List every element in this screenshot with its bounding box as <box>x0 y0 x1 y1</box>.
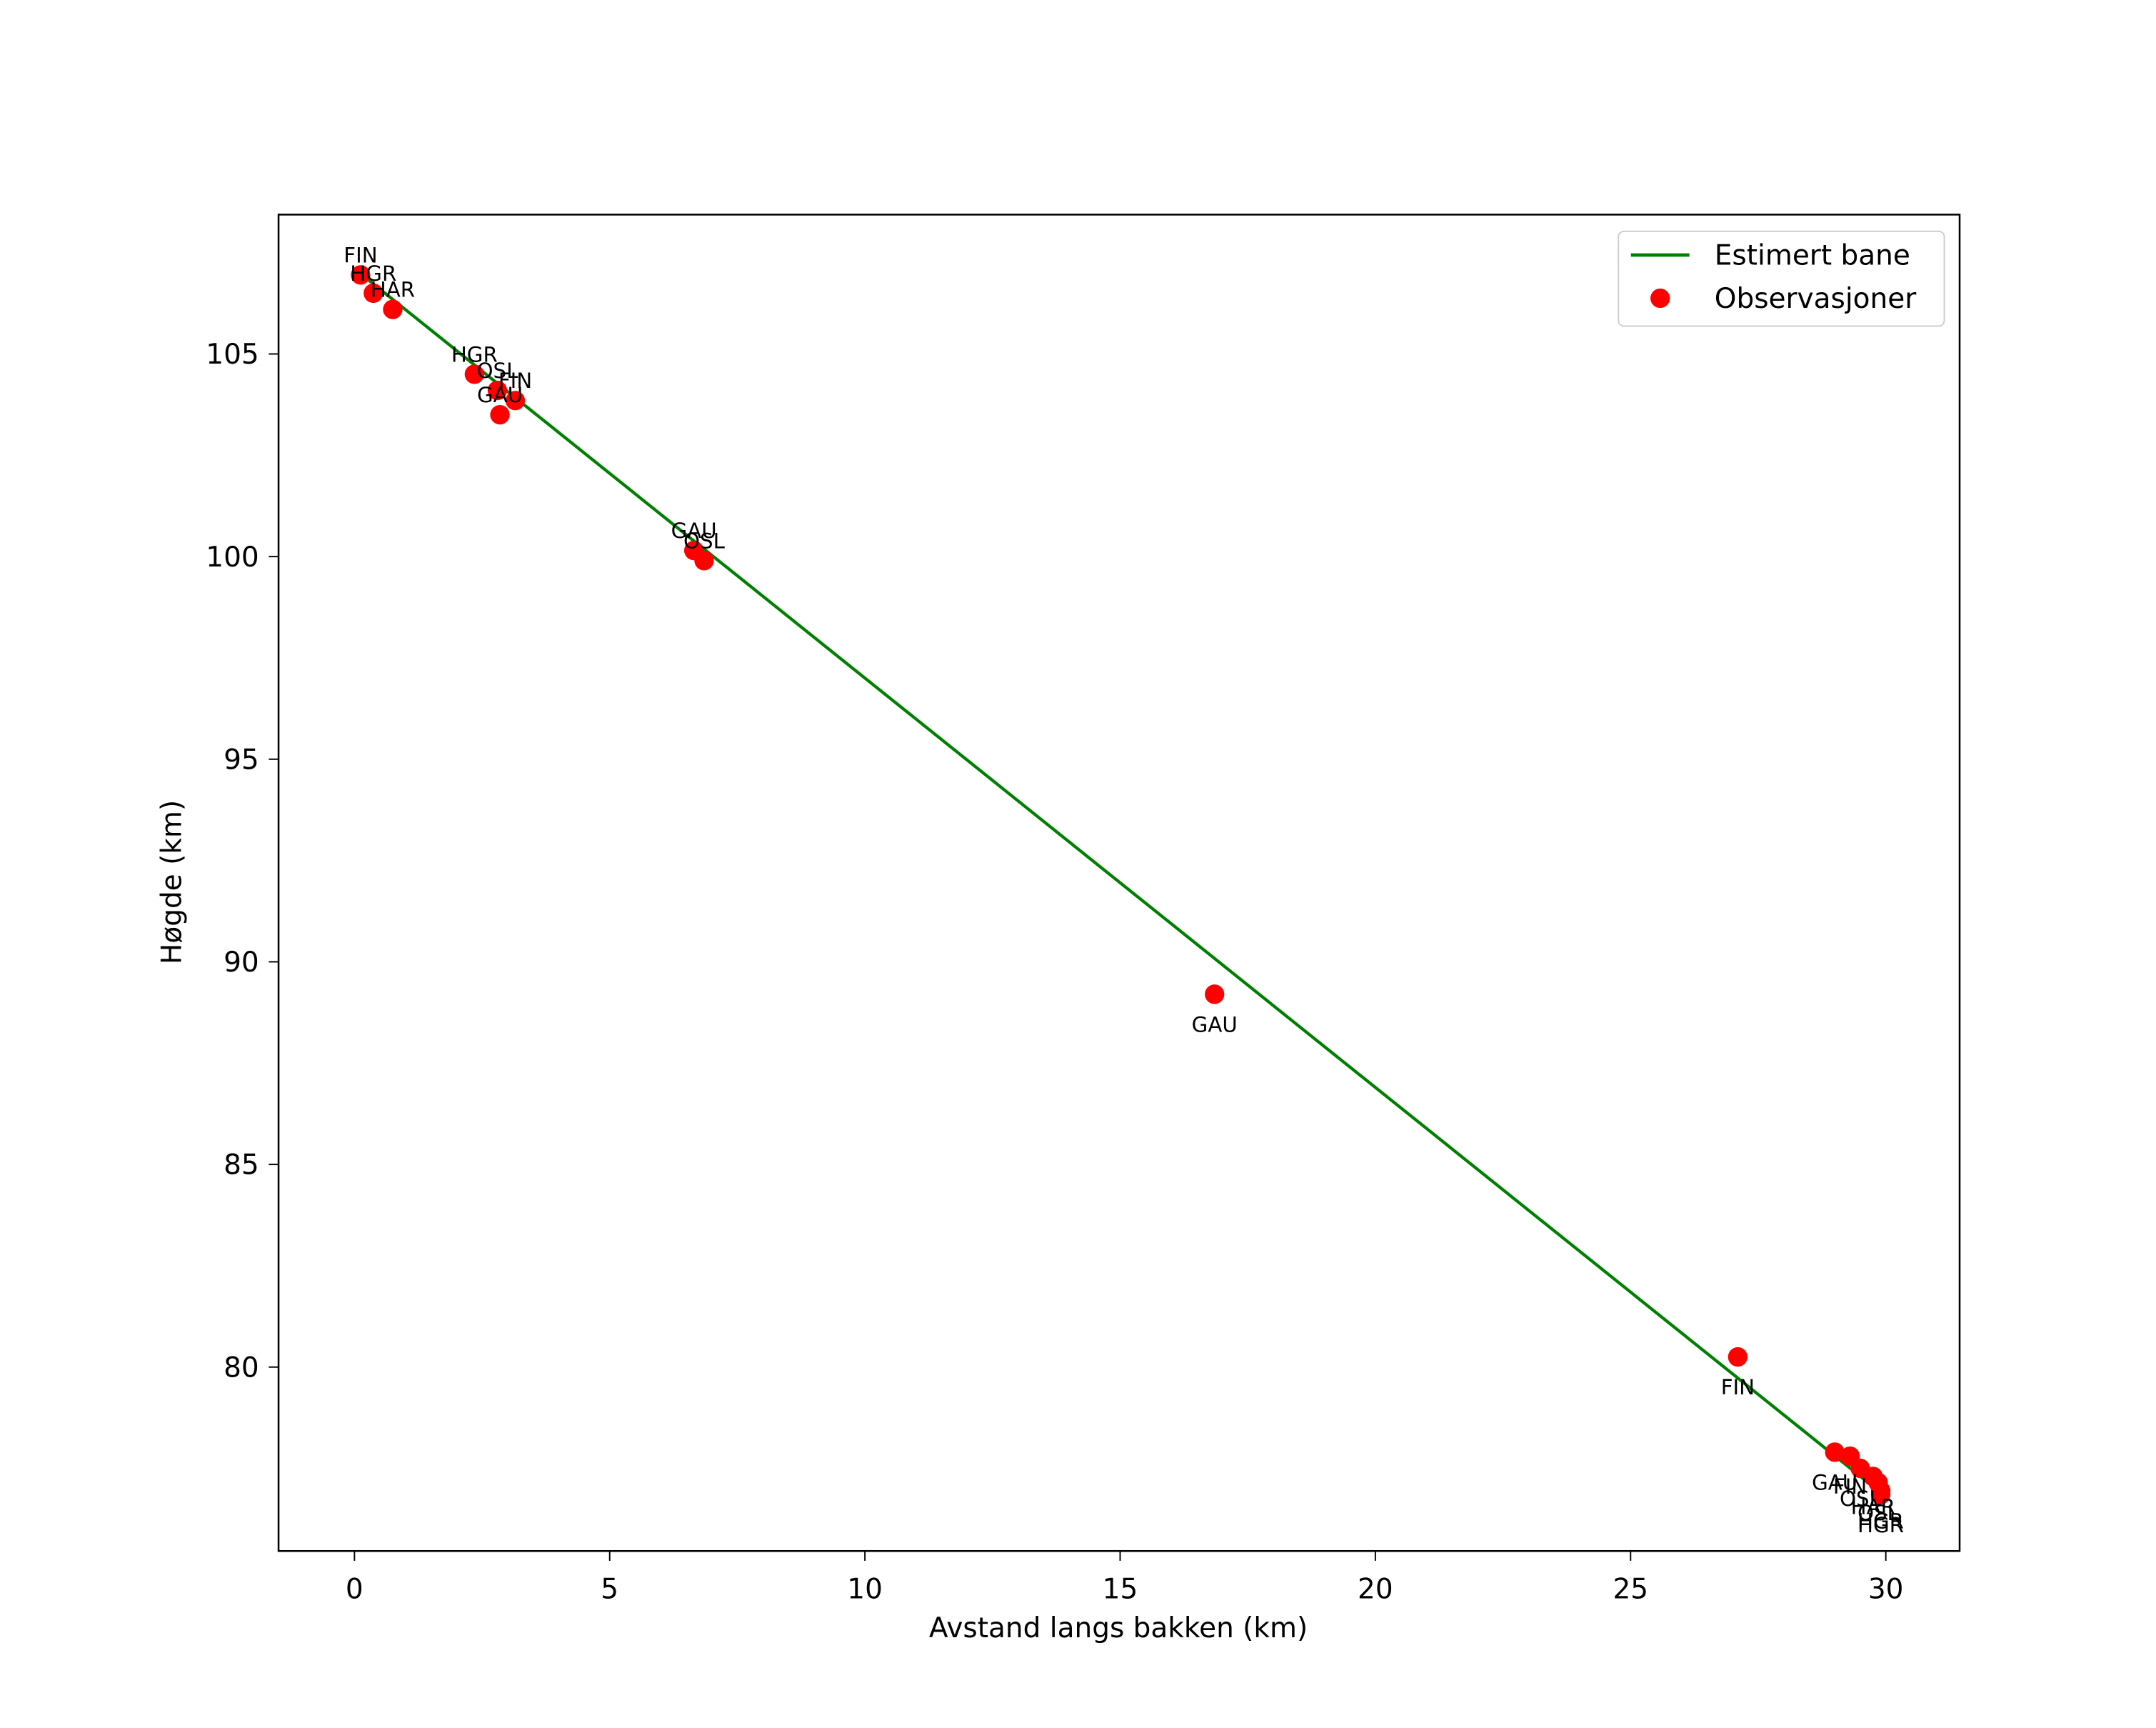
observation-station-label: OSL <box>1840 1487 1882 1511</box>
observation-station-label: HAR <box>371 278 415 302</box>
x-tick-label: 5 <box>601 1574 618 1606</box>
estimated-trajectory-line <box>359 271 1882 1494</box>
x-tick-label: 0 <box>346 1574 363 1606</box>
x-tick-label: 30 <box>1868 1574 1904 1606</box>
observation-point <box>694 551 714 571</box>
observation-point <box>505 391 526 411</box>
observation-point <box>1825 1442 1845 1462</box>
observation-station-label: GAU <box>1192 1012 1238 1037</box>
y-tick-label: 80 <box>224 1352 259 1384</box>
x-tick-label: 20 <box>1358 1574 1393 1606</box>
x-axis-ticks: 0 5 10 15 20 25 30 <box>346 1551 1904 1606</box>
observation-station-label: OSL <box>477 359 519 383</box>
observation-station-label: HGR <box>451 342 498 366</box>
observation-point <box>487 380 508 401</box>
x-tick-label: 15 <box>1103 1574 1138 1606</box>
observation-station-label: FIN <box>344 243 377 267</box>
y-tick-label: 85 <box>224 1149 259 1182</box>
x-axis-label: Avstand langs bakken (km) <box>929 1612 1308 1644</box>
y-tick-label: 105 <box>206 339 259 371</box>
x-tick-label: 10 <box>847 1574 883 1606</box>
y-axis-label: Høgde (km) <box>156 800 189 964</box>
axes-frame <box>277 214 1961 1552</box>
y-tick-label: 90 <box>224 947 259 979</box>
observation-station-label: HGR <box>1857 1513 1904 1537</box>
observation-point <box>1205 984 1225 1004</box>
observation-point <box>1870 1484 1891 1505</box>
observation-station-label: OSL <box>1857 1501 1900 1525</box>
observation-station-label: GAU <box>477 383 523 407</box>
observation-station-label: HAR <box>1851 1495 1895 1519</box>
legend-box <box>1618 230 1945 327</box>
observation-point <box>363 283 383 304</box>
y-tick-label: 95 <box>224 744 259 776</box>
observation-station-label: FIN <box>1721 1375 1755 1399</box>
observation-point <box>490 404 510 425</box>
observation-point <box>351 265 371 285</box>
legend-label-points: Observasjoner <box>1715 283 1917 315</box>
observation-point <box>383 299 403 319</box>
y-axis-ticks: 80 85 90 95 100 105 <box>206 339 279 1384</box>
plot-area: FINHGRHARHGROSLFINGAUGAUOSLGAUFINGAUFINO… <box>344 243 1904 1537</box>
legend-point-icon <box>1650 288 1670 309</box>
observation-station-label: FIN <box>498 369 532 393</box>
x-tick-label: 25 <box>1613 1574 1648 1606</box>
legend-label-line: Estimert bane <box>1715 240 1910 272</box>
y-tick-label: 100 <box>206 541 259 574</box>
observation-station-label: HGR <box>1857 1509 1904 1533</box>
observation-station-label: GAU <box>1812 1471 1857 1495</box>
legend: Estimert bane Observasjoner <box>1618 230 1945 327</box>
observation-point <box>1728 1347 1748 1367</box>
observation-station-label: GAU <box>671 519 717 543</box>
observation-station-label: FIN <box>1833 1474 1867 1499</box>
observation-station-label: HGR <box>350 261 396 286</box>
observation-point <box>464 364 484 384</box>
observation-station-label: OSL <box>683 529 726 553</box>
